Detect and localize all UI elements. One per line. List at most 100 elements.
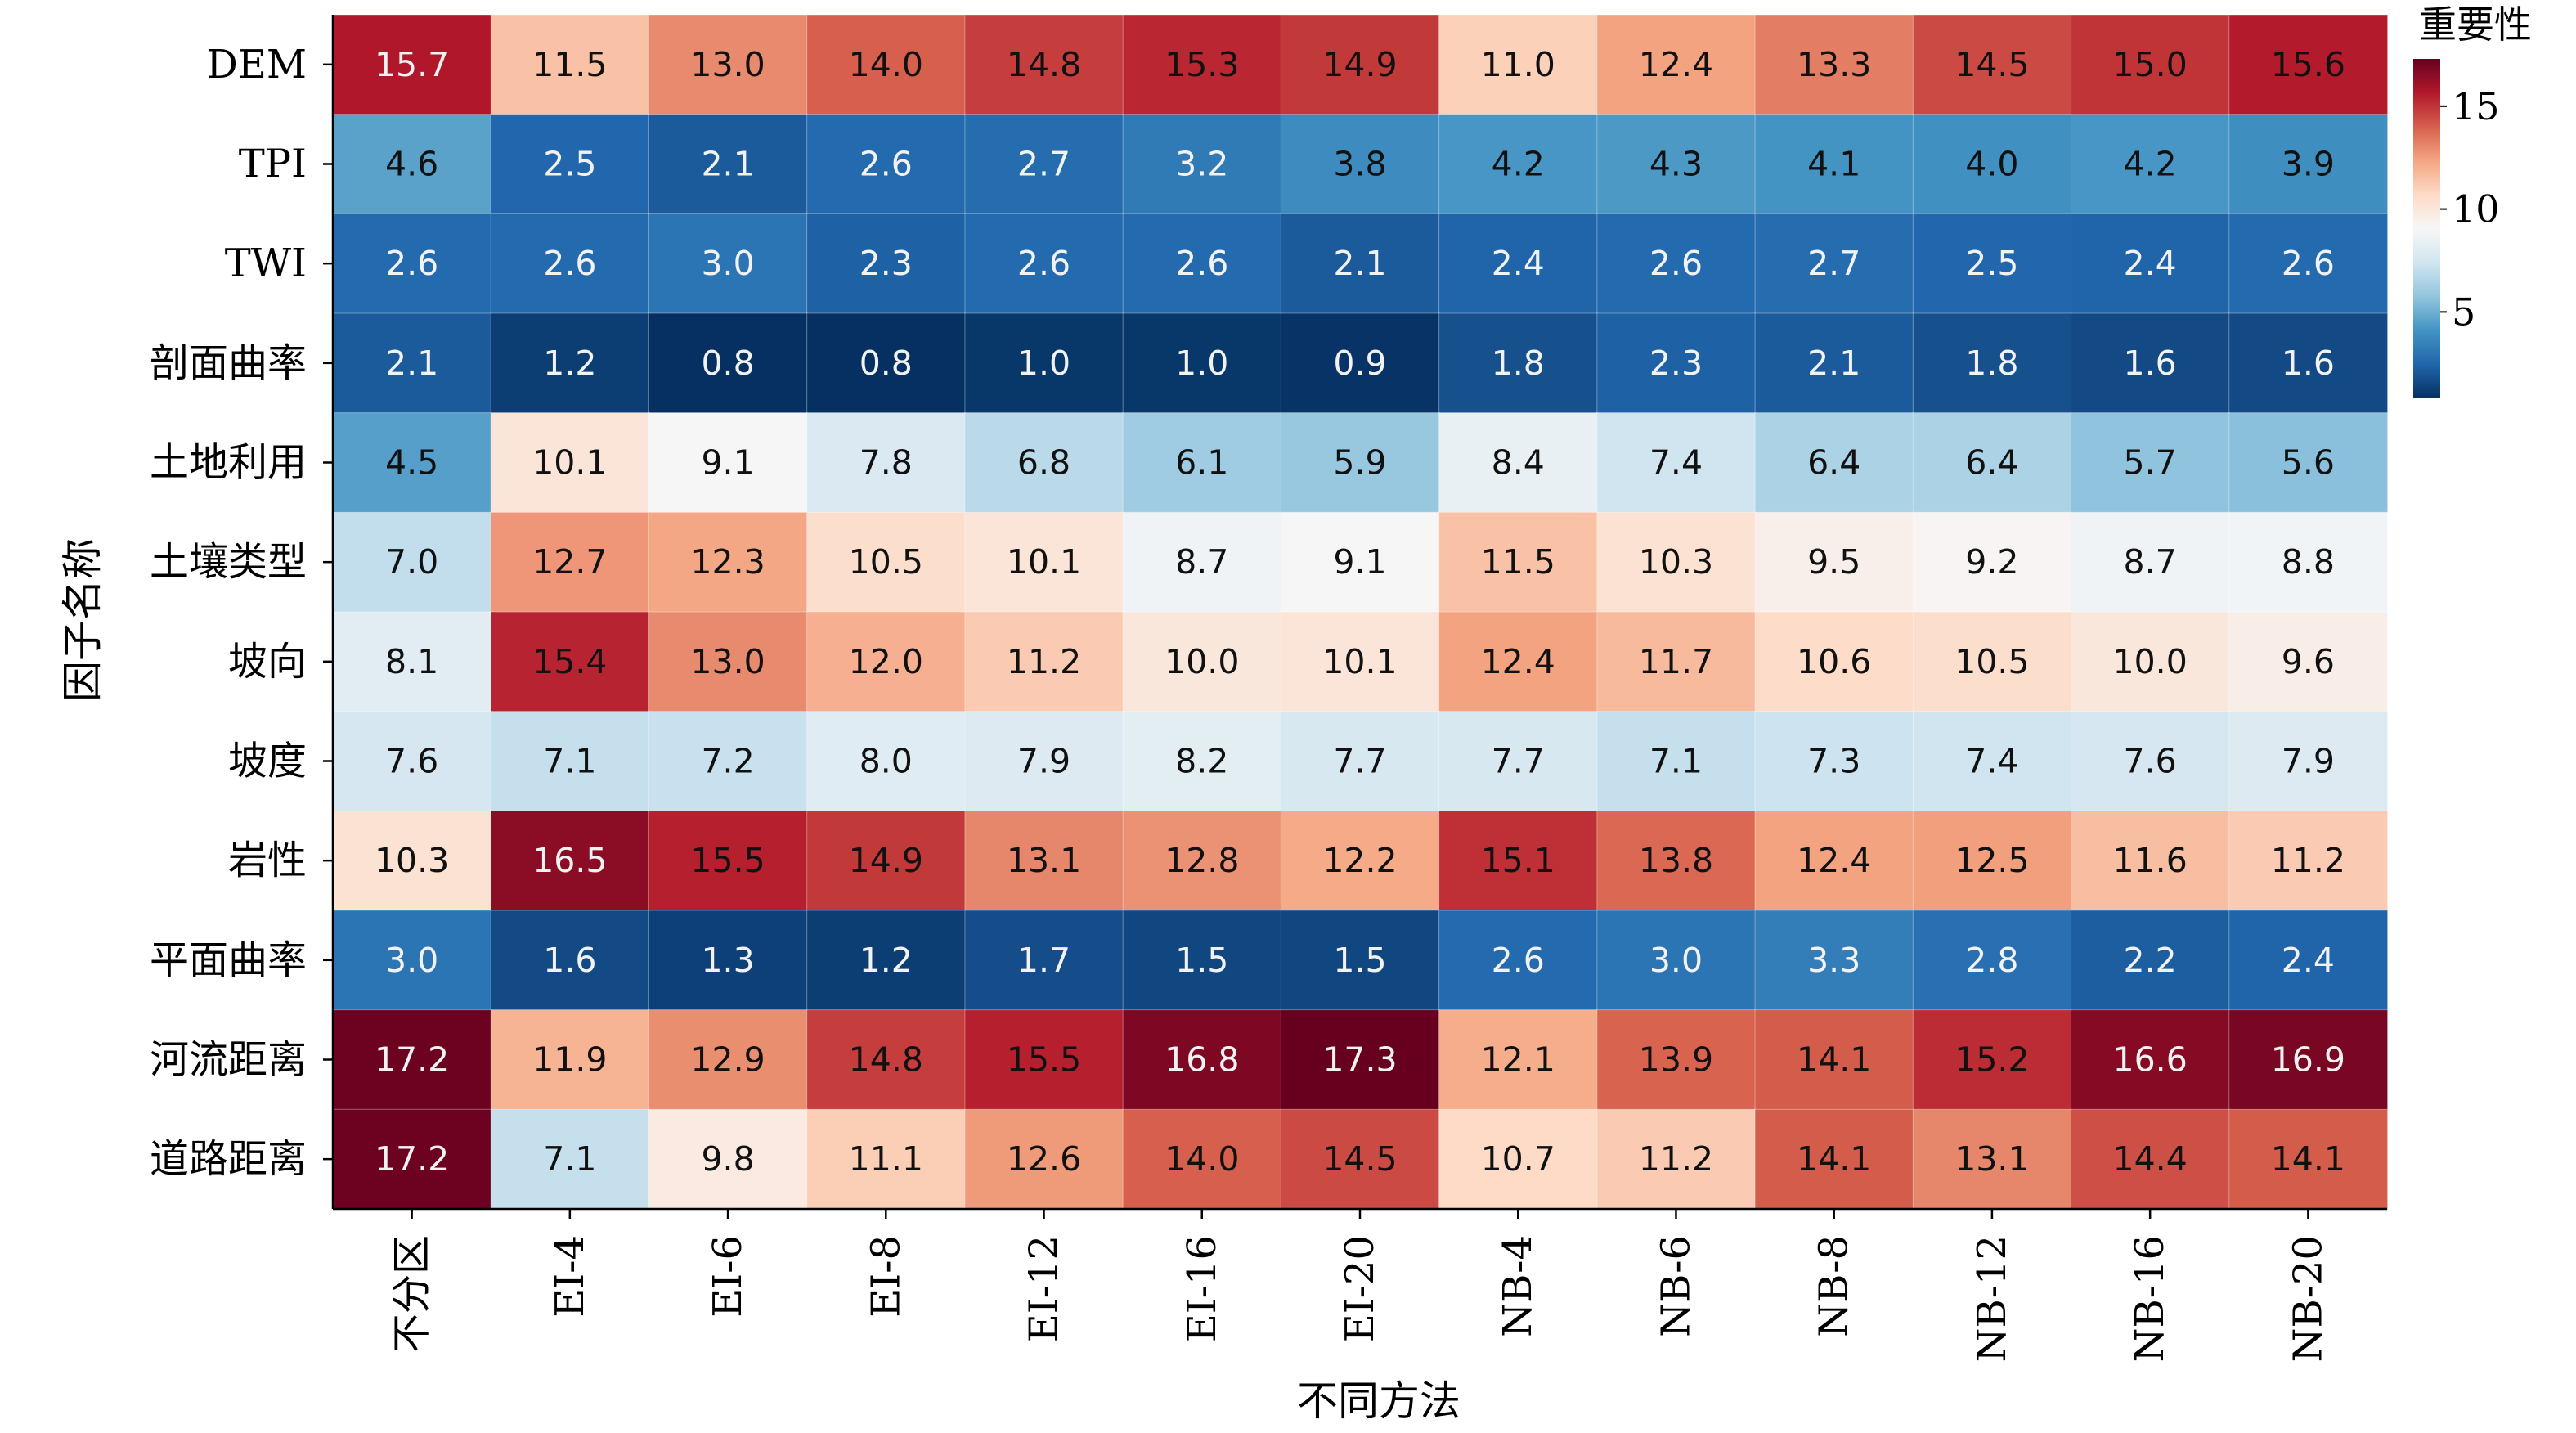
heatmap-cell-value: 17.2 (375, 1040, 449, 1080)
heatmap-cell-tpi-ei-6 (648, 114, 808, 215)
heatmap-cell-value: 2.6 (1017, 244, 1070, 283)
heatmap-axes (323, 15, 2387, 1219)
heatmap-cell-value: 13.8 (1639, 841, 1713, 880)
heatmap-cell-tpi-ei-12 (964, 114, 1124, 215)
heatmap-cell-土地利用-ei-6 (648, 412, 808, 514)
x-tick-label: NB-20 (2285, 1235, 2331, 1362)
x-tick-label: 不分区 (389, 1235, 435, 1353)
heatmap-cell-value: 13.9 (1639, 1040, 1713, 1080)
heatmap-cell-河流距离-nb-6 (1596, 1009, 1757, 1111)
x-tick-label: EI-20 (1337, 1235, 1383, 1342)
heatmap-cell-value: 12.5 (1954, 841, 2029, 880)
heatmap-cell-tpi-nb-20 (2228, 114, 2389, 215)
heatmap-cell-dem-ei-16 (1122, 14, 1282, 115)
heatmap-cell-value: 11.7 (1639, 642, 1713, 681)
heatmap-cell-value: 5.9 (1333, 443, 1386, 483)
heatmap-cell-value: 7.1 (1649, 742, 1703, 781)
colorbar-tick-label: 10 (2452, 187, 2500, 231)
heatmap-cell-value: 16.6 (2113, 1040, 2188, 1080)
heatmap-cell-value: 1.8 (1492, 344, 1545, 383)
heatmap-cell-dem-nb-8 (1754, 14, 1914, 115)
heatmap-cell-坡度-ei-20 (1280, 711, 1440, 812)
heatmap-cell-剖面曲率-ei-6 (648, 312, 808, 414)
heatmap-cell-value: 8.7 (1175, 542, 1228, 582)
heatmap-cell-土壤类型-nb-16 (2071, 511, 2230, 613)
heatmap-cell-value: 2.8 (1965, 941, 2018, 980)
y-tick-label: 土壤类型 (150, 539, 307, 585)
heatmap-cell-value: 11.2 (1639, 1139, 1713, 1179)
heatmap-cell-value: 6.4 (1807, 443, 1860, 483)
heatmap-cell-坡度-ei-16 (1122, 711, 1282, 812)
heatmap-cell-河流距离-ei-8 (806, 1009, 967, 1111)
heatmap-cell-岩性-ei-8 (806, 810, 967, 912)
heatmap-cell-岩性-ei-20 (1280, 810, 1440, 912)
heatmap-cell-value: 7.1 (543, 742, 596, 781)
x-axis-title: 不同方法 (1297, 1377, 1461, 1425)
heatmap-cell-土壤类型-不分区 (332, 511, 492, 613)
heatmap-cell-tpi-不分区 (332, 114, 492, 215)
heatmap-cell-坡度-ei-12 (964, 711, 1124, 812)
heatmap-cell-value: 4.3 (1649, 145, 1703, 184)
heatmap-cell-value: 14.9 (1322, 45, 1397, 84)
heatmap-cell-value: 1.6 (2124, 344, 2177, 383)
heatmap-cell-平面曲率-nb-8 (1754, 910, 1914, 1011)
heatmap-cell-twi-ei-12 (964, 213, 1124, 315)
heatmap-cell-value: 12.9 (690, 1040, 765, 1080)
heatmap-cell-岩性-ei-6 (648, 810, 808, 912)
colorbar-tick-labels: 5 10 15 (2440, 84, 2500, 334)
heatmap-cell-value: 14.9 (849, 841, 923, 880)
heatmap-cell-tpi-ei-16 (1122, 114, 1282, 215)
heatmap-cell-土壤类型-nb-20 (2228, 511, 2389, 613)
heatmap-cell-value: 7.4 (1965, 742, 2018, 781)
heatmap-cell-value: 16.8 (1165, 1040, 1239, 1080)
heatmap-cell-tpi-ei-20 (1280, 114, 1440, 215)
heatmap-cell-平面曲率-ei-12 (964, 910, 1124, 1011)
heatmap-cell-土壤类型-nb-12 (1912, 511, 2072, 613)
heatmap-cell-value: 15.4 (532, 642, 607, 681)
heatmap-cell-value: 7.7 (1492, 742, 1545, 781)
colorbar-tick-label: 5 (2452, 290, 2475, 334)
y-axis-title: 因子名称 (59, 538, 106, 702)
heatmap-cell-value: 12.2 (1322, 841, 1397, 880)
heatmap-cell-河流距离-ei-12 (964, 1009, 1124, 1111)
heatmap-cell-平面曲率-nb-4 (1438, 910, 1598, 1011)
heatmap-cell-value: 13.3 (1797, 45, 1871, 84)
heatmap-cell-value: 3.0 (1649, 941, 1703, 980)
heatmap-cell-value: 14.0 (1165, 1139, 1239, 1179)
x-tick-label: EI-8 (863, 1235, 909, 1318)
heatmap-cell-河流距离-ei-4 (490, 1009, 650, 1111)
heatmap-cell-value: 11.0 (1481, 45, 1555, 84)
heatmap-cell-value: 14.4 (2113, 1139, 2188, 1179)
heatmap-cell-value: 6.1 (1175, 443, 1228, 483)
heatmap-cell-剖面曲率-nb-12 (1912, 312, 2072, 414)
heatmap-cell-value: 2.1 (1807, 344, 1860, 383)
heatmap-cell-value: 14.1 (1797, 1139, 1871, 1179)
heatmap-cell-道路距离-nb-20 (2228, 1108, 2389, 1211)
heatmap-cell-坡度-ei-6 (648, 711, 808, 812)
heatmap-cell-twi-nb-12 (1912, 213, 2072, 315)
heatmap-cell-value: 8.1 (385, 642, 438, 681)
heatmap-cell-value: 8.2 (1175, 742, 1228, 781)
heatmap-cell-value: 11.1 (849, 1139, 923, 1179)
heatmap-cell-value: 7.3 (1807, 742, 1860, 781)
heatmap-cell-value: 9.1 (1333, 542, 1386, 582)
x-tick-label: NB-4 (1495, 1235, 1541, 1337)
heatmap-cell-土地利用-ei-4 (490, 412, 650, 514)
heatmap-cell-坡向-不分区 (332, 611, 492, 712)
heatmap-cell-道路距离-ei-16 (1122, 1108, 1282, 1211)
heatmap-cell-剖面曲率-nb-16 (2071, 312, 2230, 414)
x-tick-label: EI-16 (1179, 1235, 1225, 1342)
heatmap-cell-坡向-nb-20 (2228, 611, 2389, 712)
heatmap-cell-土壤类型-nb-4 (1438, 511, 1598, 613)
heatmap-cell-土地利用-nb-8 (1754, 412, 1914, 514)
heatmap-cell-平面曲率-ei-4 (490, 910, 650, 1011)
heatmap-cell-value: 11.5 (532, 45, 607, 84)
y-tick-label: 道路距离 (150, 1136, 307, 1182)
heatmap-cell-value: 14.1 (2271, 1139, 2345, 1179)
heatmap-cell-value: 2.7 (1807, 244, 1860, 283)
heatmap-cell-岩性-nb-8 (1754, 810, 1914, 912)
heatmap-cell-土壤类型-ei-16 (1122, 511, 1282, 613)
heatmap-cell-dem-nb-20 (2228, 14, 2389, 115)
heatmap-cell-坡度-nb-12 (1912, 711, 2072, 812)
heatmap-cell-河流距离-nb-12 (1912, 1009, 2072, 1111)
